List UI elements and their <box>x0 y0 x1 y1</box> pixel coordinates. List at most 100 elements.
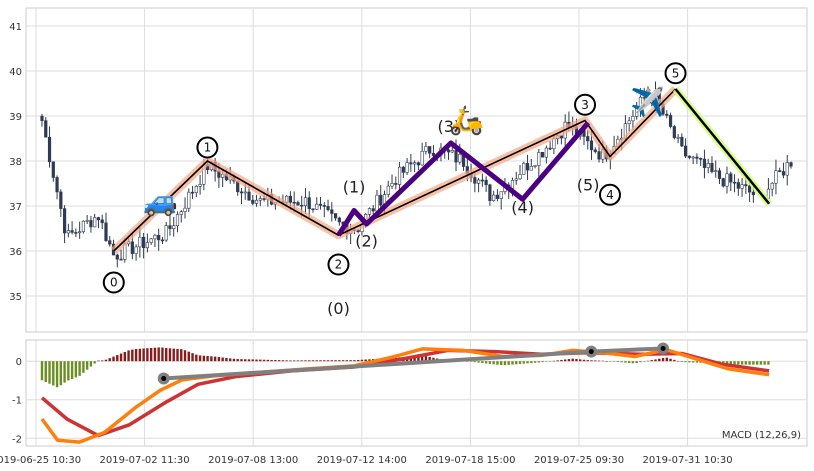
histogram-bar <box>473 361 477 363</box>
histogram-bar <box>469 361 473 362</box>
histogram-bar <box>601 360 605 362</box>
histogram-bar <box>488 361 492 364</box>
candle-body <box>96 217 101 221</box>
candle-body <box>337 217 341 223</box>
candle-body <box>785 162 789 176</box>
histogram-bar <box>161 347 164 362</box>
candle-body <box>586 136 590 142</box>
candle-body <box>66 230 70 234</box>
histogram-bar <box>541 361 544 363</box>
histogram-bar <box>413 356 416 362</box>
histogram-bar <box>688 361 691 363</box>
histogram-bar <box>55 361 59 388</box>
sub-wave-label: (5) <box>577 175 600 194</box>
candle-body <box>247 191 251 201</box>
candle-body <box>717 170 722 179</box>
candle-body <box>179 211 183 215</box>
y-tick-label: 40 <box>9 67 22 78</box>
candle-body <box>401 166 405 173</box>
candle-body <box>721 178 725 187</box>
histogram-bar <box>221 357 224 362</box>
candle-body <box>597 151 601 160</box>
histogram-bar <box>639 361 642 363</box>
candle-body <box>243 191 247 194</box>
candle-body <box>119 258 123 261</box>
candle-body <box>239 191 244 194</box>
candle-body <box>492 194 496 201</box>
candle-body <box>379 194 383 206</box>
macd-title: MACD (12,26,9) <box>722 430 801 441</box>
histogram-bar <box>138 348 142 362</box>
histogram-bar <box>548 361 552 362</box>
histogram-bar <box>496 361 499 365</box>
histogram-bar <box>360 359 364 362</box>
histogram-bar <box>417 355 420 362</box>
candle-body <box>390 183 394 187</box>
histogram-bar <box>729 361 732 365</box>
candle-body <box>484 179 488 186</box>
histogram-bar <box>315 360 318 362</box>
histogram-bar <box>232 358 236 362</box>
candle-body <box>251 199 255 204</box>
candle-body <box>138 236 142 248</box>
candle-body <box>480 179 484 182</box>
candle-body <box>770 182 774 190</box>
histogram-bar <box>289 360 292 362</box>
histogram-bar <box>515 361 518 365</box>
candle-body <box>499 191 503 199</box>
wave-label-circle <box>574 93 597 116</box>
histogram-bar <box>552 360 556 362</box>
candle-body <box>514 178 518 181</box>
macd-panel: 0 -1 -2 MACD (12,26,9) <box>12 339 808 447</box>
histogram-bar <box>575 359 578 362</box>
histogram-bar <box>127 350 130 362</box>
histogram-bar <box>191 353 194 362</box>
histogram-bar <box>108 358 111 362</box>
candle-body <box>371 208 375 212</box>
histogram-bar <box>499 361 503 365</box>
candle-body <box>142 236 146 249</box>
histogram-bar <box>740 361 744 365</box>
candle-body <box>55 177 59 193</box>
histogram-bar <box>432 357 435 362</box>
histogram-bar <box>292 360 296 362</box>
candle-body <box>751 191 755 196</box>
histogram-bar <box>612 361 616 362</box>
candle-body <box>394 183 398 185</box>
candle-body <box>318 203 323 206</box>
candle-body <box>134 246 138 254</box>
histogram-bar <box>236 359 239 362</box>
candle-body <box>44 120 48 138</box>
histogram-bar <box>763 361 766 365</box>
candle-body <box>540 152 545 158</box>
histogram-bar <box>492 361 495 365</box>
y-tick-label: 38 <box>9 157 22 168</box>
histogram-bar <box>646 360 650 362</box>
candle-body <box>548 147 552 150</box>
candle-body <box>307 197 311 210</box>
candle-body <box>676 136 680 139</box>
candle-body <box>172 225 176 229</box>
candle-body <box>454 150 458 163</box>
candle-body <box>59 191 63 209</box>
x-tick-label: 2019-07-02 11:30 <box>100 455 190 466</box>
sub-wave-label: (4) <box>511 198 534 217</box>
final-leg-line <box>674 88 771 205</box>
histogram-bar <box>484 361 488 364</box>
candle-body <box>729 173 733 183</box>
candle-body <box>495 194 500 199</box>
candle-body <box>774 170 778 184</box>
divergence-point-center <box>660 345 666 351</box>
histogram-bar <box>89 361 93 367</box>
candle-body <box>473 177 477 184</box>
histogram-bar <box>507 361 510 365</box>
candle-body <box>477 179 481 184</box>
y-tick-label: -2 <box>12 434 22 445</box>
histogram-bar <box>665 357 668 362</box>
candle-body <box>510 179 515 189</box>
histogram-bar <box>52 361 55 386</box>
histogram-bar <box>755 361 759 365</box>
histogram-bar <box>213 356 217 362</box>
price-panel-frame <box>25 7 808 333</box>
histogram-bar <box>134 349 138 362</box>
